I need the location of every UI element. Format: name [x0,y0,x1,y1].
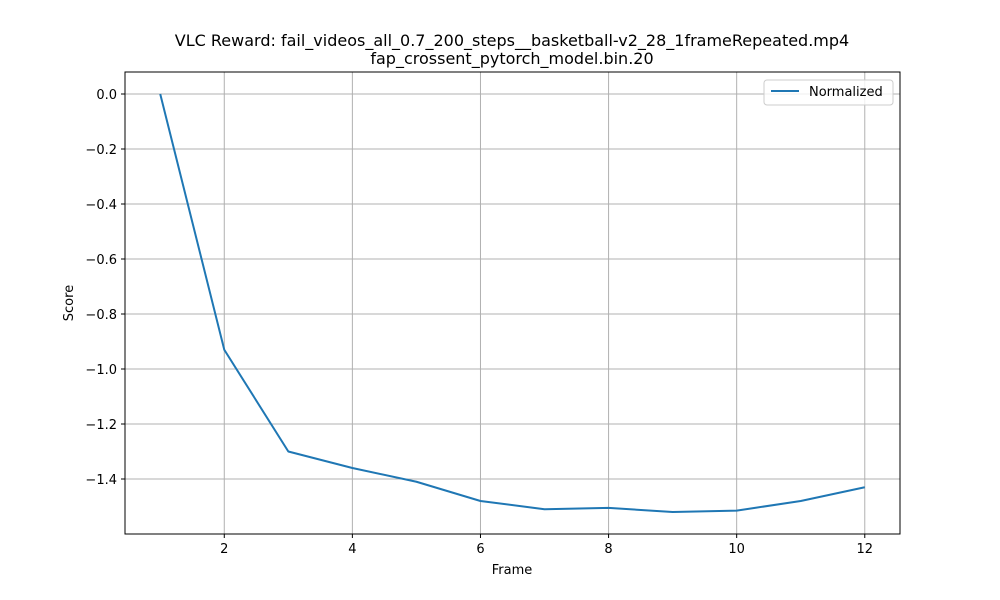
x-tick-label: 4 [348,542,356,557]
plot-area-frame [124,71,901,535]
series-layer [159,93,865,513]
chart-title: VLC Reward: fail_videos_all_0.7_200_step… [175,31,849,51]
y-tick-label: −0.6 [85,253,117,268]
x-tick-label: 10 [728,542,745,557]
y-tick-label: −0.2 [85,143,117,158]
x-tick-label: 6 [476,542,484,557]
legend-box [763,79,894,106]
x-tick-label: 8 [604,542,612,557]
x-tick-label: 2 [220,542,228,557]
chart-subtitle: fap_crossent_pytorch_model.bin.20 [370,49,653,69]
series-line-normalized [159,93,865,513]
y-tick-label: −1.0 [85,363,117,378]
y-tick-label: −1.2 [85,418,117,433]
legend-label: Normalized [809,85,883,100]
grid [125,72,900,534]
y-tick-label: −1.4 [85,473,117,488]
y-axis-label: Score [62,285,77,321]
x-axis-label: Frame [492,563,533,578]
legend: Normalized [763,79,894,106]
y-tick-label: −0.8 [85,308,117,323]
axis-ticks: 2 4 6 8 10 12 0.0 −0.2 −0.4 −0.6 −0.8 −1.0 −1.2 −1.4 [85,88,873,557]
y-tick-label: −0.4 [85,198,117,213]
y-tick-label: 0.0 [96,88,117,103]
x-tick-label: 12 [856,542,873,557]
